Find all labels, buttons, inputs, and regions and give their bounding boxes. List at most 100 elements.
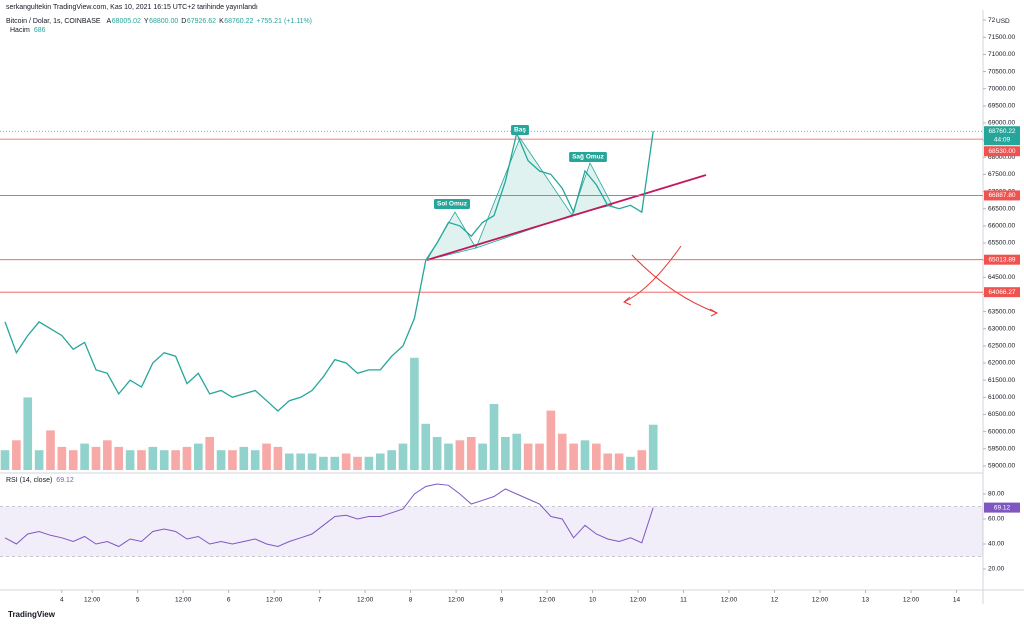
- x-tick-label: 6: [227, 597, 231, 604]
- countdown: 44:09: [994, 136, 1011, 143]
- y-tick-label: 70500.00: [988, 68, 1015, 75]
- volume-bar: [125, 450, 135, 470]
- volume-bar: [68, 450, 78, 470]
- volume-bar: [512, 433, 522, 470]
- arrow: [631, 254, 718, 314]
- x-tick-label: 12:00: [175, 597, 192, 604]
- x-tick-label: 7: [318, 597, 322, 604]
- x-tick-label: 12:00: [448, 597, 465, 604]
- x-tick-label: 14: [953, 597, 961, 604]
- y-tick-label: 71000.00: [988, 51, 1015, 58]
- level-tag: [984, 254, 1020, 265]
- rsi-last-label: 69.12: [994, 504, 1011, 511]
- level-label: 66887.80: [988, 192, 1015, 199]
- volume-bar: [273, 446, 283, 470]
- volume-bar: [387, 450, 396, 470]
- y-tick-label: 65500.00: [988, 240, 1015, 247]
- x-tick-label: 12:00: [812, 597, 829, 604]
- level-tag: [984, 146, 1020, 157]
- volume-bar: [330, 456, 340, 470]
- volume-bar: [580, 440, 590, 470]
- rsi-line: [4, 483, 654, 548]
- last-price-tag: [984, 126, 1020, 146]
- level-label: 64066.27: [988, 289, 1015, 296]
- y-tick-label: 80.00: [988, 491, 1005, 498]
- y-tick-label: 40.00: [988, 541, 1005, 548]
- y-tick-label: 60.00: [988, 516, 1005, 523]
- change-pct: (+1.11%): [284, 18, 312, 25]
- volume-bar: [569, 443, 578, 470]
- volume-bar: [557, 433, 567, 470]
- volume-bar: [216, 450, 226, 470]
- ohlc-value: 68800.00: [149, 18, 178, 25]
- volume-bar: [637, 450, 647, 470]
- volume-bar: [228, 450, 237, 470]
- volume-bar: [592, 443, 601, 470]
- y-tick-label: 64500.00: [988, 274, 1015, 281]
- x-tick-label: 12:00: [903, 597, 920, 604]
- x-tick-label: 12: [771, 597, 779, 604]
- ohlc-name: K: [219, 18, 224, 25]
- volume-bar: [410, 357, 419, 470]
- rsi-last-tag: [984, 502, 1020, 513]
- y-tick-label: 67500.00: [988, 171, 1015, 178]
- volume-bar: [626, 456, 635, 470]
- arrow-head: [623, 296, 632, 306]
- x-tick-label: 13: [862, 597, 870, 604]
- volume-bar: [57, 446, 67, 470]
- volume-bar: [364, 456, 374, 470]
- ohlc-name: Y: [144, 18, 149, 25]
- x-tick-label: 11: [680, 597, 687, 604]
- publisher: serkangultekin TradingView.com, Kas 10, …: [6, 4, 258, 11]
- level-tag: [984, 287, 1020, 298]
- y-tick-label: 69000.00: [988, 120, 1015, 127]
- y-tick-label: 61000.00: [988, 394, 1015, 401]
- level-tag: [984, 190, 1020, 201]
- x-tick-label: 5: [136, 597, 140, 604]
- volume-bar: [432, 437, 442, 470]
- x-tick-label: 12:00: [539, 597, 556, 604]
- volume-last: 686: [34, 27, 46, 34]
- pattern-label-box: [434, 199, 470, 209]
- y-tick-label: 61500.00: [988, 377, 1015, 384]
- x-tick-label: 12:00: [266, 597, 283, 604]
- volume-bar: [250, 450, 260, 470]
- y-tick-label: 62000.00: [988, 360, 1015, 367]
- volume-bar: [489, 404, 499, 470]
- legend-title: Bitcoin / Dolar, 1s, COINBASE: [6, 18, 101, 25]
- volume-bar: [523, 443, 533, 470]
- currency: USD: [996, 18, 1010, 25]
- arrow: [623, 245, 682, 303]
- y-tick-label: 66000.00: [988, 223, 1015, 230]
- y-tick-label: 60500.00: [988, 411, 1015, 418]
- pattern-label: Sol Omuz: [437, 201, 468, 208]
- y-tick-label: 59000.00: [988, 463, 1015, 470]
- volume-bar: [46, 430, 55, 470]
- volume-bar: [341, 453, 351, 470]
- volume-bar: [614, 453, 624, 470]
- volume-bar: [307, 453, 317, 470]
- volume-title: Hacim: [10, 27, 30, 34]
- ohlc-value: 68760.22: [224, 18, 253, 25]
- volume-bar: [194, 443, 203, 470]
- y-tick-label: 60000.00: [988, 428, 1015, 435]
- neckline: [426, 174, 707, 261]
- change: +755.21: [256, 18, 282, 25]
- pattern-label-box: [569, 152, 607, 162]
- volume-bar: [546, 410, 556, 470]
- volume-bar: [284, 453, 294, 470]
- volume-bar: [171, 450, 180, 470]
- volume-bar: [375, 453, 385, 470]
- y-tick-label: 63500.00: [988, 308, 1015, 315]
- volume-bar: [603, 453, 613, 470]
- pattern-shape: [475, 137, 573, 249]
- volume-bar: [501, 437, 510, 470]
- y-tick-label: 72: [988, 17, 996, 24]
- x-tick-label: 9: [500, 597, 504, 604]
- x-tick-label: 12:00: [84, 597, 101, 604]
- volume-bar: [159, 450, 169, 470]
- volume-bar: [455, 440, 465, 470]
- y-tick-label: 62500.00: [988, 343, 1015, 350]
- x-tick-label: 12:00: [357, 597, 374, 604]
